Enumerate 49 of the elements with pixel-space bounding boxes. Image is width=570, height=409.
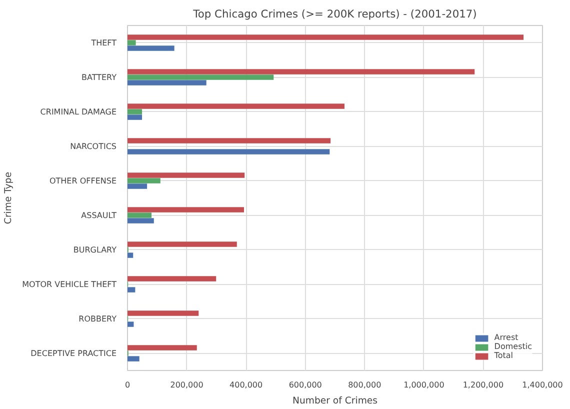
bar	[128, 69, 475, 74]
y-axis-title: Crime Type	[3, 172, 14, 224]
x-tick-label: 200,000	[170, 380, 204, 390]
bar	[128, 34, 524, 40]
y-tick-label: BATTERY	[82, 72, 117, 82]
bar	[128, 80, 206, 86]
bar	[128, 114, 142, 120]
bar	[128, 356, 140, 362]
bar	[128, 218, 154, 224]
x-tick-label: 1,400,000	[522, 380, 563, 390]
x-tick-label: 800,000	[348, 380, 382, 390]
bar	[128, 252, 134, 258]
y-tick-label: DECEPTIVE PRACTICE	[30, 348, 116, 358]
bar	[128, 40, 136, 46]
bar	[128, 184, 148, 189]
x-tick-label: 400,000	[230, 380, 263, 390]
bar	[128, 178, 160, 184]
bar	[128, 104, 344, 109]
y-tick-label: NARCOTICS	[70, 142, 117, 151]
bar	[128, 207, 244, 212]
y-tick-label: MOTOR VEHICLE THEFT	[22, 280, 117, 289]
bar	[128, 172, 245, 178]
bar	[128, 74, 274, 80]
chart-title: Top Chicago Crimes (>= 200K reports) - (2001-2017)	[192, 8, 477, 20]
bar	[128, 310, 199, 316]
bar	[128, 345, 197, 350]
x-axis-title: Number of Crimes	[292, 396, 378, 406]
x-tick-label: 1,200,000	[462, 380, 504, 390]
y-tick-label: ASSAULT	[81, 210, 117, 220]
y-tick-label: CRIMINAL DAMAGE	[40, 107, 116, 116]
bar	[128, 322, 134, 327]
y-tick-label: BURGLARY	[73, 245, 117, 254]
bar	[128, 149, 330, 154]
legend-label: Domestic	[494, 342, 532, 351]
bar	[128, 212, 152, 218]
y-tick-label: ROBBERY	[78, 314, 117, 324]
bar	[128, 138, 331, 144]
legend-label: Arrest	[494, 333, 518, 342]
legend-label: Total	[494, 351, 514, 360]
bar	[128, 46, 174, 51]
x-tick-label: 0	[124, 380, 130, 390]
x-tick-label: 1,000,000	[404, 380, 444, 390]
bar	[128, 242, 237, 247]
bar	[128, 109, 142, 114]
bar	[128, 276, 216, 282]
x-tick-label: 600,000	[288, 380, 322, 390]
y-tick-label: OTHER OFFENSE	[49, 176, 117, 186]
y-tick-label: THEFT	[90, 38, 117, 48]
bar	[128, 287, 136, 292]
